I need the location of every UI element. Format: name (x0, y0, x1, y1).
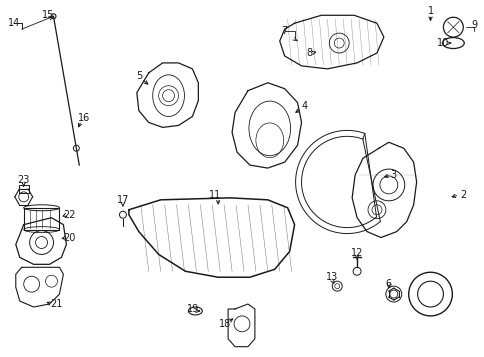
Text: 11: 11 (209, 190, 221, 200)
Text: 2: 2 (459, 190, 466, 200)
Text: 17: 17 (117, 195, 129, 205)
Text: 21: 21 (50, 299, 62, 309)
Text: 22: 22 (63, 210, 76, 220)
Text: 5: 5 (136, 71, 142, 81)
Text: 18: 18 (219, 319, 231, 329)
Text: 8: 8 (306, 48, 312, 58)
Text: 14: 14 (8, 18, 20, 28)
Text: 16: 16 (78, 114, 90, 124)
Bar (19, 185, 29, 193)
Text: 12: 12 (350, 248, 363, 258)
Text: 3: 3 (390, 170, 396, 180)
Text: 1: 1 (426, 6, 433, 16)
Text: 7: 7 (281, 26, 287, 36)
Text: 6: 6 (385, 279, 391, 289)
Bar (24, 208, 60, 230)
Text: 13: 13 (326, 272, 338, 282)
Text: 10: 10 (437, 38, 449, 48)
Text: 9: 9 (470, 20, 476, 30)
Text: 15: 15 (42, 10, 55, 20)
Text: 19: 19 (187, 304, 199, 314)
Text: 20: 20 (63, 232, 76, 242)
Text: 4: 4 (301, 101, 307, 111)
Text: 23: 23 (17, 175, 30, 185)
